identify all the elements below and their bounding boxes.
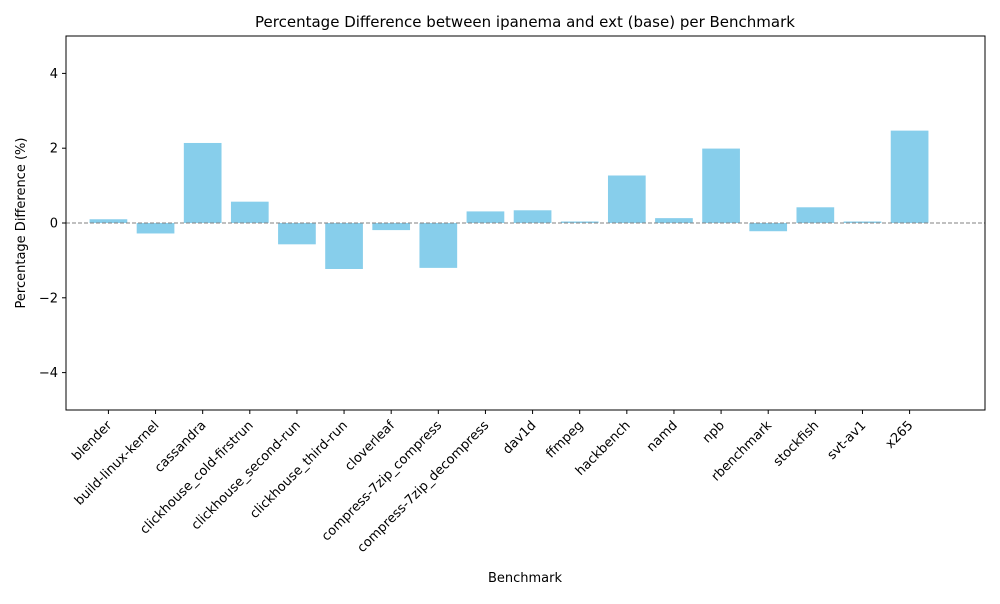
- x-tick-label-ffmpeg: ffmpeg: [543, 418, 586, 461]
- x-tick-label-stockfish: stockfish: [771, 418, 822, 469]
- bar-rbenchmark: [749, 223, 788, 232]
- y-tick-label: 2: [50, 142, 58, 157]
- x-tick-label-npb: npb: [700, 418, 728, 446]
- bar-clickhouse_second-run: [278, 223, 316, 245]
- y-tick-label: 4: [50, 67, 58, 82]
- bar-stockfish: [796, 207, 835, 223]
- bar-cassandra: [183, 142, 222, 223]
- x-ticks-layer: blenderbuild-linux-kernelcassandraclickh…: [69, 410, 916, 556]
- bar-hackbench: [607, 175, 646, 223]
- x-tick-label-dav1d: dav1d: [500, 418, 539, 457]
- y-axis-label: Percentage Difference (%): [14, 138, 29, 309]
- x-tick-label-namd: namd: [644, 418, 681, 455]
- y-tick-label: 0: [50, 217, 58, 232]
- y-ticks-layer: −4 −2 0 2 4: [39, 67, 66, 381]
- x-tick-label-build-linux-kernel: build-linux-kernel: [72, 418, 162, 508]
- bar-blender: [89, 219, 128, 223]
- bar-npb: [702, 148, 740, 223]
- x-axis-label: Benchmark: [488, 571, 563, 586]
- y-tick-label: −4: [39, 366, 58, 381]
- bar-compress-7zip_compress: [419, 223, 458, 268]
- bar-namd: [655, 218, 693, 223]
- x-tick-label-x265: x265: [883, 418, 917, 452]
- chart-title: Percentage Difference between ipanema an…: [255, 13, 795, 31]
- bar-svt-av1: [843, 221, 882, 223]
- bar-build-linux-kernel: [136, 223, 175, 234]
- bar-clickhouse_cold-firstrun: [230, 201, 269, 223]
- x-tick-label-clickhouse_third-run: clickhouse_third-run: [247, 418, 351, 522]
- bar-dav1d: [513, 210, 552, 223]
- bar-x265: [890, 130, 929, 223]
- x-tick-label-blender: blender: [69, 418, 115, 464]
- bar-compress-7zip_decompress: [466, 211, 505, 223]
- bar-cloverleaf: [372, 223, 411, 231]
- bar-clickhouse_third-run: [325, 223, 363, 270]
- bar-ffmpeg: [560, 221, 599, 223]
- bars-layer: [89, 130, 929, 270]
- y-tick-label: −2: [39, 291, 58, 306]
- x-tick-label-svt-av1: svt-av1: [825, 418, 870, 463]
